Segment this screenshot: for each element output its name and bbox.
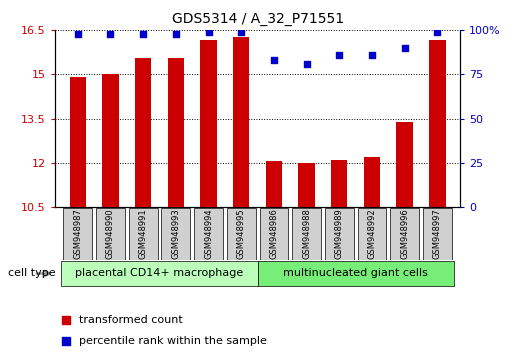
Point [172, 31, 180, 36]
Point [335, 52, 344, 58]
Point [374, 241, 382, 247]
Bar [396, 121, 413, 207]
Text: GSM948993: GSM948993 [172, 208, 180, 259]
FancyBboxPatch shape [423, 207, 452, 260]
Point [237, 29, 245, 35]
FancyBboxPatch shape [62, 261, 258, 286]
Bar [266, 161, 282, 207]
FancyBboxPatch shape [259, 207, 288, 260]
FancyBboxPatch shape [292, 207, 321, 260]
Bar [70, 77, 86, 207]
FancyBboxPatch shape [325, 207, 354, 260]
Text: GSM948997: GSM948997 [433, 208, 442, 259]
Title: GDS5314 / A_32_P71551: GDS5314 / A_32_P71551 [172, 12, 344, 26]
FancyBboxPatch shape [96, 207, 125, 260]
Point [204, 29, 213, 35]
FancyBboxPatch shape [227, 207, 256, 260]
Bar [200, 40, 217, 207]
FancyBboxPatch shape [358, 207, 386, 260]
Text: GSM948988: GSM948988 [302, 208, 311, 259]
Text: GSM948996: GSM948996 [400, 208, 409, 259]
Point [368, 52, 376, 58]
Text: GSM948989: GSM948989 [335, 208, 344, 259]
FancyBboxPatch shape [162, 207, 190, 260]
Bar [364, 157, 380, 207]
Text: transformed count: transformed count [79, 315, 183, 325]
Text: GSM948986: GSM948986 [269, 208, 278, 259]
Point [374, 48, 382, 54]
Text: GSM948995: GSM948995 [237, 208, 246, 259]
Text: percentile rank within the sample: percentile rank within the sample [79, 336, 267, 346]
Text: GSM948987: GSM948987 [73, 208, 82, 259]
Text: placental CD14+ macrophage: placental CD14+ macrophage [75, 268, 244, 279]
Bar [331, 160, 347, 207]
Text: GSM948992: GSM948992 [368, 208, 377, 259]
Point [270, 57, 278, 63]
Bar [429, 40, 446, 207]
FancyBboxPatch shape [390, 207, 419, 260]
Point [433, 29, 441, 35]
FancyBboxPatch shape [129, 207, 157, 260]
Bar [168, 57, 184, 207]
Bar [135, 58, 151, 207]
Bar [103, 74, 119, 207]
Point [74, 31, 82, 36]
Text: GSM948994: GSM948994 [204, 208, 213, 259]
FancyBboxPatch shape [258, 261, 454, 286]
Point [106, 31, 115, 36]
Text: cell type: cell type [8, 268, 55, 278]
Text: GSM948991: GSM948991 [139, 208, 147, 259]
Bar [233, 38, 249, 207]
FancyBboxPatch shape [194, 207, 223, 260]
Text: GSM948990: GSM948990 [106, 208, 115, 259]
Text: multinucleated giant cells: multinucleated giant cells [283, 268, 428, 279]
Point [302, 61, 311, 67]
Point [139, 31, 147, 36]
FancyBboxPatch shape [63, 207, 92, 260]
Bar [299, 163, 315, 207]
Point [401, 45, 409, 51]
